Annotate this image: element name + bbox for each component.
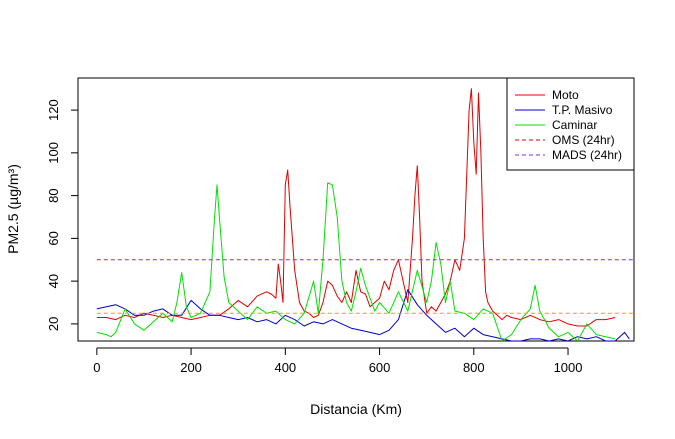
y-axis-title: PM2.5 (µg/m³) bbox=[5, 164, 21, 254]
legend-label: Moto bbox=[552, 88, 579, 102]
legend-label: MADS (24hr) bbox=[552, 148, 622, 162]
y-tick-label: 120 bbox=[46, 99, 61, 121]
series-line-t-p-masivo bbox=[96, 289, 630, 341]
legend-box bbox=[506, 77, 635, 171]
x-tick-label: 1000 bbox=[554, 360, 583, 375]
x-axis-title: Distancia (Km) bbox=[310, 401, 402, 417]
y-tick-label: 80 bbox=[46, 188, 61, 202]
legend-label: T.P. Masivo bbox=[552, 103, 613, 117]
y-tick-label: 100 bbox=[46, 142, 61, 164]
x-tick-label: 800 bbox=[463, 360, 485, 375]
series-line-caminar bbox=[96, 182, 616, 341]
legend-label: OMS (24hr) bbox=[552, 133, 615, 147]
y-tick-label: 60 bbox=[46, 231, 61, 245]
y-tick-label: 20 bbox=[46, 317, 61, 331]
x-tick-label: 200 bbox=[180, 360, 202, 375]
x-tick-label: 600 bbox=[369, 360, 391, 375]
x-tick-label: 400 bbox=[274, 360, 296, 375]
legend-label: Caminar bbox=[552, 118, 597, 132]
series-layer bbox=[96, 88, 634, 341]
series-line-moto bbox=[96, 88, 616, 327]
y-axis: 20 40 60 80 100 120 bbox=[46, 99, 79, 331]
x-axis: 0 200 400 600 800 1000 bbox=[93, 347, 583, 375]
x-tick-label: 0 bbox=[93, 360, 100, 375]
y-tick-label: 40 bbox=[46, 274, 61, 288]
